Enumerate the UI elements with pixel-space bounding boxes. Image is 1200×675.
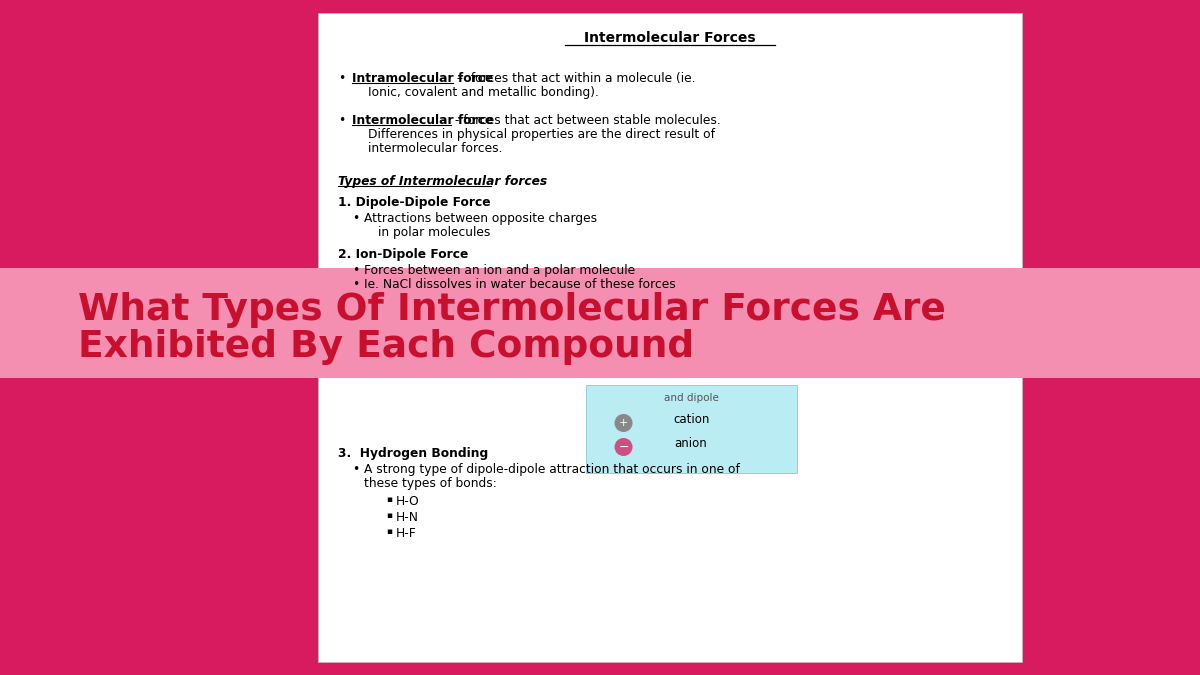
Text: •: • [352,278,359,291]
Bar [586,385,797,473]
Text: Types of Intermolecular forces: Types of Intermolecular forces [338,175,547,188]
Text: Intermolecular force: Intermolecular force [352,114,493,127]
Text: –  forces that act within a molecule (ie.: – forces that act within a molecule (ie. [454,72,696,85]
Text: H-N: H-N [396,511,419,524]
Text: cation: cation [673,413,709,426]
Text: ▪: ▪ [386,527,392,536]
Text: Attractions between opposite charges: Attractions between opposite charges [364,212,598,225]
Circle shape [614,414,632,432]
Bar [0,268,1200,378]
Text: in polar molecules: in polar molecules [378,226,491,239]
Text: Forces between an ion and a polar molecule: Forces between an ion and a polar molecu… [364,264,635,277]
Text: anion: anion [674,437,708,450]
Text: H-F: H-F [396,527,416,540]
Text: 3.  Hydrogen Bonding: 3. Hydrogen Bonding [338,447,488,460]
Text: 2. Ion-Dipole Force: 2. Ion-Dipole Force [338,248,468,261]
Text: ▪: ▪ [386,495,392,504]
Text: Differences in physical properties are the direct result of: Differences in physical properties are t… [368,128,715,141]
Text: +: + [619,418,629,428]
Text: Intermolecular Forces: Intermolecular Forces [584,31,756,45]
Text: −: − [618,441,629,454]
Text: •: • [352,212,359,225]
Text: •: • [352,264,359,277]
Text: 1. Dipole-Dipole Force: 1. Dipole-Dipole Force [338,196,491,209]
Text: Intramolecular force: Intramolecular force [352,72,493,85]
Text: - forces that act between stable molecules.: - forces that act between stable molecul… [451,114,721,127]
Text: •: • [338,114,346,127]
Text: ▪: ▪ [386,511,392,520]
Bar [318,13,1022,662]
Text: Ionic, covalent and metallic bonding).: Ionic, covalent and metallic bonding). [368,86,599,99]
Text: intermolecular forces.: intermolecular forces. [368,142,503,155]
Text: Ie. NaCl dissolves in water because of these forces: Ie. NaCl dissolves in water because of t… [364,278,676,291]
Circle shape [614,438,632,456]
Text: H-O: H-O [396,495,420,508]
Text: •: • [352,463,359,476]
Text: A strong type of dipole-dipole attraction that occurs in one of: A strong type of dipole-dipole attractio… [364,463,740,476]
Text: these types of bonds:: these types of bonds: [364,477,497,490]
Text: Exhibited By Each Compound: Exhibited By Each Compound [78,329,694,365]
Text: What Types Of Intermolecular Forces Are: What Types Of Intermolecular Forces Are [78,292,946,328]
Text: •: • [338,72,346,85]
Text: and dipole: and dipole [664,393,719,403]
